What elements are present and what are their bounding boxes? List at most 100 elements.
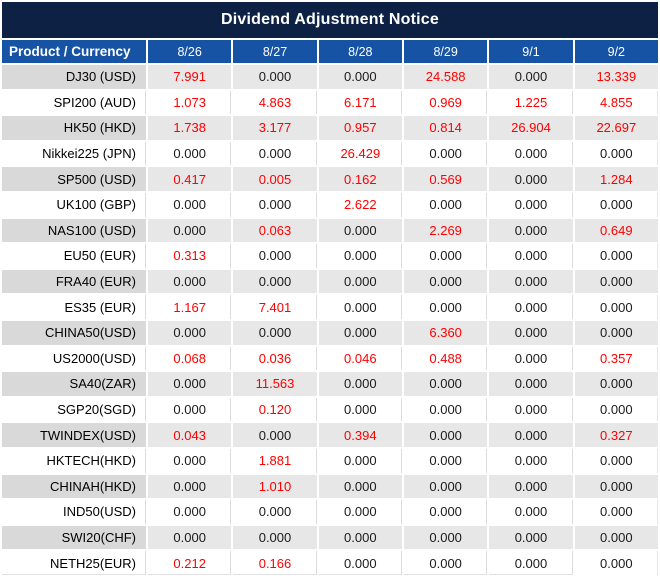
product-cell: CHINA50(USD) [2,320,146,345]
table-row: SWI20(CHF) 0.000 0.000 0.000 0.000 0.000 0.000 [2,525,658,550]
column-header-product-currency: Product / Currency [2,40,146,63]
value-cell: 0.000 [318,244,402,268]
value-cell: 1.010 [233,474,317,499]
column-header-date: 8/26 [148,40,232,63]
value-cell: 0.000 [574,244,658,268]
value-cell: 0.000 [148,448,232,473]
value-cell: 0.000 [148,269,232,294]
product-cell: Nikkei225 (JPN) [2,141,146,166]
value-cell: 0.000 [148,500,232,524]
table-row: SP500 (USD) 0.417 0.005 0.162 0.569 0.000 1.28… [2,167,658,191]
value-cell: 0.000 [233,525,317,550]
value-cell: 0.000 [403,525,488,550]
value-cell: 0.000 [489,525,573,550]
table-row: US2000(USD) 0.068 0.036 0.046 0.488 0.000 0.35… [2,346,658,371]
value-cell: 6.360 [403,320,488,345]
value-cell: 0.000 [489,474,573,499]
value-cell: 0.000 [489,167,573,191]
table-row: Nikkei225 (JPN) 0.000 0.000 26.429 0.000 0.00… [2,141,658,166]
value-cell: 0.327 [574,423,658,447]
value-cell: 0.000 [489,551,573,575]
value-cell: 1.284 [574,167,658,191]
value-cell: 0.000 [489,141,573,166]
value-cell: 0.000 [489,295,573,319]
value-cell: 11.563 [233,372,317,396]
value-cell: 0.569 [403,167,488,191]
value-cell: 0.000 [148,141,232,166]
value-cell: 0.957 [318,116,402,140]
value-cell: 0.000 [233,65,317,89]
value-cell: 22.697 [574,116,658,140]
page-title: Dividend Adjustment Notice [2,2,658,38]
table-row: SPI200 (AUD) 1.073 4.863 6.171 0.969 1.225 4.8… [2,90,658,115]
value-cell: 6.171 [318,90,402,115]
value-cell: 0.000 [489,372,573,396]
value-cell: 0.000 [574,551,658,575]
value-cell: 0.649 [574,218,658,243]
value-cell: 0.000 [489,218,573,243]
value-cell: 0.000 [489,320,573,345]
value-cell: 0.000 [318,295,402,319]
value-cell: 0.120 [233,397,317,422]
value-cell: 0.000 [403,244,488,268]
table-row: EU50 (EUR) 0.313 0.000 0.000 0.000 0.000 0.000 [2,244,658,268]
value-cell: 1.225 [489,90,573,115]
table-row: FRA40 (EUR) 0.000 0.000 0.000 0.000 0.000 0.00… [2,269,658,294]
table-row: SA40(ZAR) 0.000 11.563 0.000 0.000 0.000 0.000 [2,372,658,396]
value-cell: 7.401 [233,295,317,319]
value-cell: 0.313 [148,244,232,268]
table-row: DJ30 (USD) 7.991 0.000 0.000 24.588 0.000 13.3… [2,65,658,89]
value-cell: 0.000 [489,269,573,294]
value-cell: 0.000 [148,320,232,345]
value-cell: 1.073 [148,90,232,115]
table-row: HKTECH(HKD) 0.000 1.881 0.000 0.000 0.000 0.00… [2,448,658,473]
value-cell: 4.863 [233,90,317,115]
value-cell: 26.429 [318,141,402,166]
product-cell: SPI200 (AUD) [2,90,146,115]
value-cell: 0.000 [318,448,402,473]
value-cell: 0.000 [318,269,402,294]
value-cell: 26.904 [489,116,573,140]
value-cell: 0.000 [233,141,317,166]
value-cell: 0.000 [403,372,488,396]
value-cell: 0.000 [403,474,488,499]
value-cell: 0.000 [148,372,232,396]
value-cell: 0.000 [233,269,317,294]
value-cell: 0.000 [489,346,573,371]
value-cell: 0.000 [489,65,573,89]
value-cell: 3.177 [233,116,317,140]
value-cell: 0.000 [318,551,402,575]
value-cell: 0.000 [318,372,402,396]
value-cell: 0.000 [489,244,573,268]
table-row: TWINDEX(USD) 0.043 0.000 0.394 0.000 0.000 0.3… [2,423,658,447]
value-cell: 0.417 [148,167,232,191]
value-cell: 1.167 [148,295,232,319]
value-cell: 0.005 [233,167,317,191]
value-cell: 13.339 [574,65,658,89]
product-cell: TWINDEX(USD) [2,423,146,447]
value-cell: 0.000 [233,244,317,268]
table-row: UK100 (GBP) 0.000 0.000 2.622 0.000 0.000 0.00… [2,192,658,217]
value-cell: 0.000 [489,500,573,524]
value-cell: 0.357 [574,346,658,371]
value-cell: 0.000 [489,192,573,217]
value-cell: 0.000 [403,423,488,447]
value-cell: 0.000 [318,218,402,243]
value-cell: 0.000 [233,192,317,217]
column-header-date: 8/28 [318,40,402,63]
product-cell: UK100 (GBP) [2,192,146,217]
value-cell: 0.000 [574,500,658,524]
product-cell: FRA40 (EUR) [2,269,146,294]
value-cell: 0.000 [489,448,573,473]
product-cell: NAS100 (USD) [2,218,146,243]
value-cell: 0.000 [574,295,658,319]
column-header-date: 9/2 [574,40,658,63]
product-cell: DJ30 (USD) [2,65,146,89]
value-cell: 0.394 [318,423,402,447]
product-cell: SGP20(SGD) [2,397,146,422]
value-cell: 0.000 [148,397,232,422]
value-cell: 0.000 [233,500,317,524]
title-row: Dividend Adjustment Notice [2,2,658,38]
value-cell: 0.000 [233,320,317,345]
